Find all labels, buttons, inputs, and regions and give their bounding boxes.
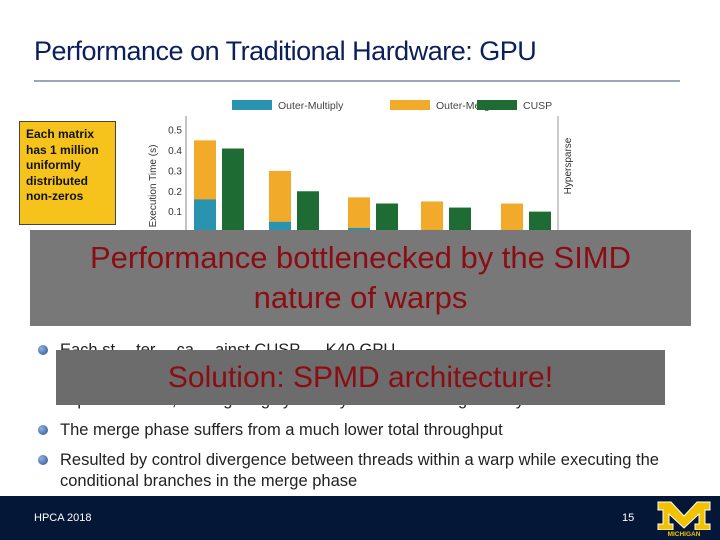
- bullet-text: Resulted by control divergence between t…: [60, 451, 659, 490]
- bullet-icon: [38, 425, 48, 435]
- bar-outer-merge: [421, 201, 443, 232]
- note-line: Each matrix: [26, 127, 95, 141]
- legend-swatch: [477, 100, 517, 110]
- y-tick-label: 0.3: [168, 166, 182, 177]
- bottleneck-overlay: Performance bottlenecked by the SIMD nat…: [30, 230, 691, 326]
- bar-cusp: [297, 191, 319, 232]
- y-tick-label: 0.2: [168, 187, 182, 198]
- note-line: non-zeros: [26, 189, 84, 203]
- execution-time-chart: Outer-Multiply Outer-Merge CUSP 0.10.20.30…: [148, 100, 574, 232]
- y-axis-label: Execution Time (s): [148, 145, 159, 228]
- bar-outer-merge: [348, 197, 370, 232]
- slide-title: Performance on Traditional Hardware: GPU: [34, 36, 537, 66]
- bar-outer-merge: [269, 170, 291, 232]
- bar-outer-multiply: [269, 221, 291, 232]
- bullet-text: The merge phase suffers from a much lowe…: [60, 421, 503, 439]
- region-label: Hypersparse: [563, 137, 574, 194]
- legend-label: Outer-Multiply: [278, 100, 344, 112]
- page-number: 15: [622, 512, 635, 524]
- legend-swatch: [232, 100, 272, 110]
- overlay-line: Performance bottlenecked by the SIMD: [89, 240, 632, 275]
- note-line: has 1 million: [26, 142, 99, 157]
- bar-cusp: [529, 211, 551, 232]
- bar-outer-merge: [501, 203, 523, 232]
- footer-conference: HPCA 2018: [34, 512, 92, 524]
- bullet-icon: [38, 345, 48, 355]
- bar-cusp: [222, 148, 244, 232]
- bar-outer-multiply: [348, 227, 370, 232]
- bar-cusp: [376, 203, 398, 232]
- title-underline: [34, 80, 680, 82]
- legend-swatch: [390, 100, 430, 110]
- bar-cusp: [449, 207, 471, 232]
- overlay-line: nature of warps: [253, 280, 468, 315]
- y-tick-label: 0.4: [168, 146, 182, 157]
- logo-text: MICHIGAN: [668, 531, 701, 538]
- footer-bar: HPCA 2018 15: [0, 496, 720, 540]
- bar-outer-multiply: [194, 199, 216, 232]
- y-tick-label: 0.1: [168, 207, 182, 218]
- note-line: uniformly: [26, 158, 81, 172]
- michigan-logo: MICHIGAN: [657, 501, 711, 538]
- solution-overlay: Solution: SPMD architecture!: [56, 350, 665, 405]
- matrix-note: Each matrix has 1 million uniformly dist…: [19, 121, 116, 225]
- y-tick-label: 0.5: [168, 126, 182, 137]
- note-line: distributed: [26, 173, 88, 188]
- bullet-icon: [38, 455, 48, 465]
- legend-label: CUSP: [523, 100, 552, 112]
